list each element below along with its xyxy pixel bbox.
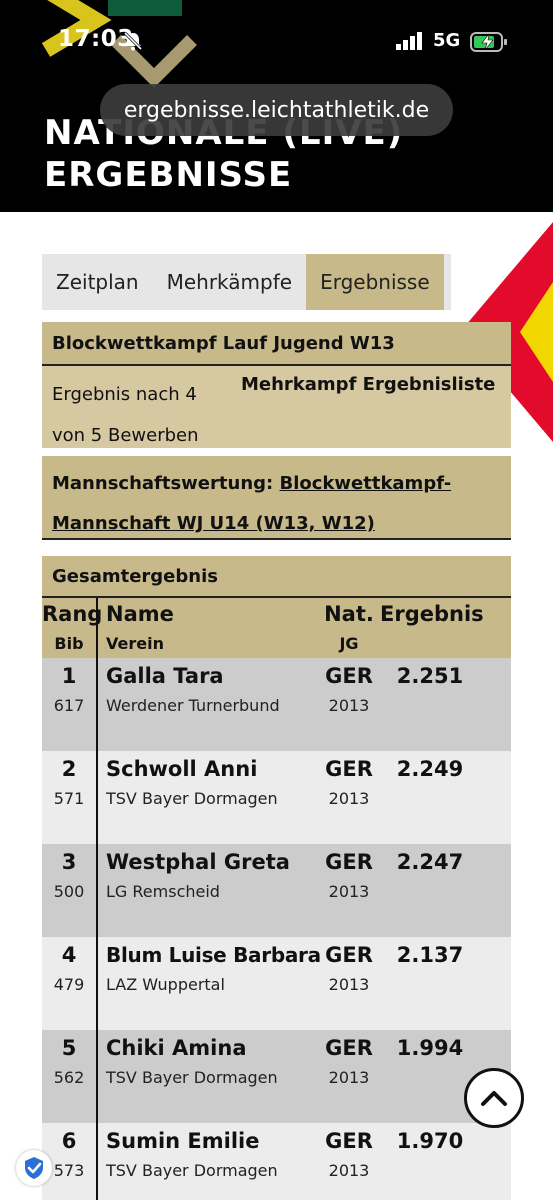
table-row[interactable]: 6 573 Sumin Emilie TSV Bayer Dormagen GE… bbox=[42, 1123, 511, 1200]
row-nat: GER bbox=[325, 664, 373, 688]
table-row[interactable]: 5 562 Chiki Amina TSV Bayer Dormagen GER… bbox=[42, 1030, 511, 1123]
row-bib: 617 bbox=[53, 696, 85, 715]
chevron-up-icon bbox=[481, 1091, 507, 1106]
event-status: Ergebnis nach 4 von 5 Bewerben bbox=[52, 374, 232, 456]
browser-url: ergebnisse.leichtathletik.de bbox=[123, 97, 430, 123]
section-title: Gesamtergebnis bbox=[52, 565, 218, 587]
header-bib: Bib bbox=[54, 634, 84, 653]
row-jg: 2013 bbox=[328, 1068, 370, 1087]
bell-muted-icon bbox=[123, 31, 143, 51]
row-result: 2.247 bbox=[396, 850, 464, 874]
row-club: LAZ Wuppertal bbox=[106, 975, 225, 994]
tab-zeitplan[interactable]: Zeitplan bbox=[56, 270, 139, 294]
brand-logo bbox=[41, 0, 197, 88]
row-nat: GER bbox=[325, 757, 373, 781]
row-rank: 3 bbox=[61, 850, 77, 874]
row-jg: 2013 bbox=[328, 696, 370, 715]
row-club: Werdener Turnerbund bbox=[106, 696, 280, 715]
row-nat: GER bbox=[325, 1036, 373, 1060]
header-result: Ergebnis bbox=[380, 602, 484, 626]
row-result: 2.249 bbox=[396, 757, 464, 781]
table-column-divider bbox=[96, 598, 98, 1200]
row-result: 2.137 bbox=[396, 943, 464, 967]
network-type: 5G bbox=[433, 30, 461, 51]
row-jg: 2013 bbox=[328, 789, 370, 808]
header-jg: JG bbox=[339, 634, 359, 653]
row-rank: 5 bbox=[61, 1036, 77, 1060]
tab-ergebnisse[interactable]: Ergebnisse bbox=[306, 254, 444, 310]
shield-check-icon bbox=[25, 1157, 43, 1179]
signal-icon bbox=[396, 32, 422, 50]
privacy-shield-button[interactable] bbox=[16, 1150, 52, 1186]
header-rank: Rang bbox=[42, 602, 103, 626]
row-name: Blum Luise Barbara bbox=[106, 943, 321, 967]
row-rank: 1 bbox=[61, 664, 77, 688]
row-result: 2.251 bbox=[396, 664, 464, 688]
section-header: Gesamtergebnis bbox=[42, 556, 511, 598]
row-result: 1.994 bbox=[396, 1036, 464, 1060]
header-name: Name bbox=[106, 602, 174, 626]
row-name: Sumin Emilie bbox=[106, 1129, 260, 1153]
row-name: Chiki Amina bbox=[106, 1036, 247, 1060]
table-row[interactable]: 1 617 Galla Tara Werdener Turnerbund GER… bbox=[42, 658, 511, 751]
row-rank: 6 bbox=[61, 1129, 77, 1153]
row-jg: 2013 bbox=[328, 1161, 370, 1180]
combined-results-link[interactable]: Mehrkampf Ergebnisliste bbox=[241, 374, 496, 395]
row-nat: GER bbox=[325, 943, 373, 967]
event-status-line-2: von 5 Bewerben bbox=[52, 425, 199, 446]
event-status-line-1: Ergebnis nach 4 bbox=[52, 384, 197, 405]
row-bib: 573 bbox=[53, 1161, 85, 1180]
site-header: 17:03 5G NATIONALE (LIVE) ERGEBNISSE erg… bbox=[0, 0, 553, 212]
row-bib: 562 bbox=[53, 1068, 85, 1087]
event-header: Blockwettkampf Lauf Jugend W13 bbox=[42, 322, 511, 366]
page-title-line-2: ERGEBNISSE bbox=[44, 155, 293, 195]
row-bib: 500 bbox=[53, 882, 85, 901]
table-row[interactable]: 3 500 Westphal Greta LG Remscheid GER 20… bbox=[42, 844, 511, 937]
event-info: Ergebnis nach 4 von 5 Bewerben Mehrkampf… bbox=[42, 366, 511, 448]
row-club: TSV Bayer Dormagen bbox=[106, 789, 278, 808]
team-ranking-link-part-2[interactable]: Mannschaft WJ U14 (W13, W12) bbox=[52, 513, 375, 534]
header-club: Verein bbox=[106, 634, 164, 653]
row-club: TSV Bayer Dormagen bbox=[106, 1068, 278, 1087]
row-result: 1.970 bbox=[396, 1129, 464, 1153]
row-name: Galla Tara bbox=[106, 664, 224, 688]
tab-mehrkaempfe[interactable]: Mehrkämpfe bbox=[166, 270, 293, 294]
tab-bar: Zeitplan Mehrkämpfe Ergebnisse bbox=[42, 254, 451, 310]
battery-charging-icon bbox=[470, 32, 507, 52]
row-bib: 479 bbox=[53, 975, 85, 994]
row-bib: 571 bbox=[53, 789, 85, 808]
event-title: Blockwettkampf Lauf Jugend W13 bbox=[52, 332, 395, 354]
team-ranking: Mannschaftswertung: Blockwettkampf- Mann… bbox=[42, 456, 511, 540]
row-name: Schwoll Anni bbox=[106, 757, 258, 781]
row-name: Westphal Greta bbox=[106, 850, 290, 874]
row-club: LG Remscheid bbox=[106, 882, 220, 901]
header-nat: Nat. bbox=[324, 602, 374, 626]
team-ranking-link-part-1[interactable]: Blockwettkampf- bbox=[279, 473, 452, 494]
status-time: 17:03 bbox=[58, 26, 134, 52]
table-row[interactable]: 4 479 Blum Luise Barbara LAZ Wuppertal G… bbox=[42, 937, 511, 1030]
row-rank: 2 bbox=[61, 757, 77, 781]
scroll-to-top-button[interactable] bbox=[464, 1068, 524, 1128]
results-table-header: Rang Bib Name Verein Nat. JG Ergebnis bbox=[42, 598, 511, 658]
row-club: TSV Bayer Dormagen bbox=[106, 1161, 278, 1180]
status-bar: 17:03 5G bbox=[0, 22, 553, 62]
row-jg: 2013 bbox=[328, 882, 370, 901]
table-row[interactable]: 2 571 Schwoll Anni TSV Bayer Dormagen GE… bbox=[42, 751, 511, 844]
browser-url-bar[interactable]: ergebnisse.leichtathletik.de bbox=[100, 84, 453, 136]
row-nat: GER bbox=[325, 1129, 373, 1153]
row-nat: GER bbox=[325, 850, 373, 874]
team-ranking-label: Mannschaftswertung: bbox=[52, 473, 274, 494]
row-jg: 2013 bbox=[328, 975, 370, 994]
row-rank: 4 bbox=[61, 943, 77, 967]
